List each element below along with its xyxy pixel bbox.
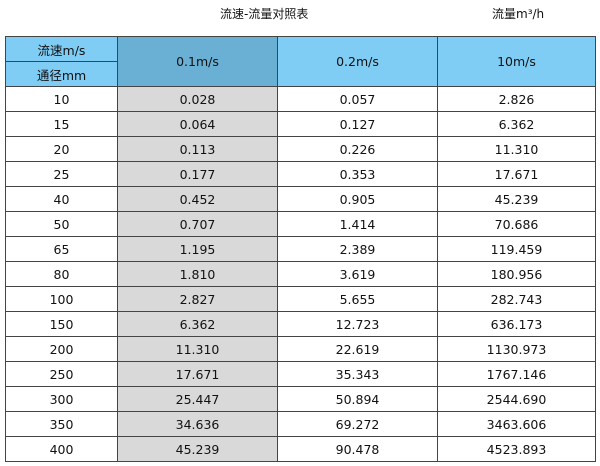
flow-cell: 6.362	[117, 311, 278, 337]
flow-cell: 0.905	[277, 186, 438, 212]
diameter-cell: 150	[5, 311, 118, 337]
flow-cell: 0.064	[117, 111, 278, 137]
diameter-cell: 20	[5, 136, 118, 162]
flow-cell: 636.173	[437, 311, 596, 337]
diameter-cell: 15	[5, 111, 118, 137]
flow-cell: 90.478	[277, 436, 438, 462]
flow-cell: 12.723	[277, 311, 438, 337]
flow-cell: 0.113	[117, 136, 278, 162]
flow-cell: 35.343	[277, 361, 438, 387]
diameter-cell: 350	[5, 411, 118, 437]
table-row: 300 25.447 50.894 2544.690	[5, 386, 596, 412]
flow-cell: 2.826	[437, 86, 596, 112]
flow-cell: 1.810	[117, 261, 278, 287]
diameter-label: 通径mm	[5, 61, 118, 87]
table-row: 100 2.827 5.655 282.743	[5, 286, 596, 312]
diameter-cell: 50	[5, 211, 118, 237]
table-row: 15 0.064 0.127 6.362	[5, 111, 596, 137]
flow-cell: 3.619	[277, 261, 438, 287]
flow-cell: 17.671	[437, 161, 596, 187]
diameter-cell: 200	[5, 336, 118, 362]
flow-cell: 1.195	[117, 236, 278, 262]
table-row: 10 0.028 0.057 2.826	[5, 86, 596, 112]
table-row: 400 45.239 90.478 4523.893	[5, 436, 596, 462]
table-row: 150 6.362 12.723 636.173	[5, 311, 596, 337]
flow-cell: 6.362	[437, 111, 596, 137]
column-header: 0.1m/s	[117, 36, 278, 87]
flow-cell: 0.226	[277, 136, 438, 162]
flow-cell: 17.671	[117, 361, 278, 387]
flow-cell: 2.827	[117, 286, 278, 312]
diameter-cell: 25	[5, 161, 118, 187]
diameter-cell: 400	[5, 436, 118, 462]
diameter-cell: 100	[5, 286, 118, 312]
flow-cell: 69.272	[277, 411, 438, 437]
table-row: 50 0.707 1.414 70.686	[5, 211, 596, 237]
diameter-cell: 40	[5, 186, 118, 212]
column-header: 10m/s	[437, 36, 596, 87]
table-row: 80 1.810 3.619 180.956	[5, 261, 596, 287]
flow-cell: 1130.973	[437, 336, 596, 362]
table-row: 20 0.113 0.226 11.310	[5, 136, 596, 162]
flow-cell: 0.452	[117, 186, 278, 212]
flow-cell: 5.655	[277, 286, 438, 312]
flow-cell: 22.619	[277, 336, 438, 362]
flow-cell: 2.389	[277, 236, 438, 262]
flow-cell: 11.310	[437, 136, 596, 162]
table-row: 350 34.636 69.272 3463.606	[5, 411, 596, 437]
table-row: 65 1.195 2.389 119.459	[5, 236, 596, 262]
table-row: 25 0.177 0.353 17.671	[5, 161, 596, 187]
flow-cell: 45.239	[117, 436, 278, 462]
velocity-label: 流速m/s	[5, 36, 118, 62]
flow-cell: 119.459	[437, 236, 596, 262]
flow-table: 流速m/s 0.1m/s 0.2m/s 10m/s 通径mm 10 0.028 0.…	[5, 36, 596, 462]
flow-cell: 2544.690	[437, 386, 596, 412]
flow-cell: 282.743	[437, 286, 596, 312]
diameter-cell: 250	[5, 361, 118, 387]
flow-cell: 34.636	[117, 411, 278, 437]
flow-cell: 3463.606	[437, 411, 596, 437]
flow-cell: 0.353	[277, 161, 438, 187]
flow-cell: 1767.146	[437, 361, 596, 387]
diameter-cell: 10	[5, 86, 118, 112]
flow-cell: 11.310	[117, 336, 278, 362]
flow-cell: 1.414	[277, 211, 438, 237]
table-row: 40 0.452 0.905 45.239	[5, 186, 596, 212]
flow-cell: 25.447	[117, 386, 278, 412]
flow-cell: 70.686	[437, 211, 596, 237]
flow-cell: 50.894	[277, 386, 438, 412]
flow-cell: 0.177	[117, 161, 278, 187]
table-row: 250 17.671 35.343 1767.146	[5, 361, 596, 387]
flow-cell: 0.127	[277, 111, 438, 137]
flow-cell: 0.028	[117, 86, 278, 112]
table-row: 200 11.310 22.619 1130.973	[5, 336, 596, 362]
diameter-cell: 80	[5, 261, 118, 287]
flow-cell: 45.239	[437, 186, 596, 212]
flow-cell: 4523.893	[437, 436, 596, 462]
unit-title: 流量m³/h	[492, 7, 545, 21]
flow-cell: 180.956	[437, 261, 596, 287]
diameter-cell: 300	[5, 386, 118, 412]
diameter-cell: 65	[5, 236, 118, 262]
column-header: 0.2m/s	[277, 36, 438, 87]
table-title: 流速-流量对照表	[220, 7, 309, 21]
flow-cell: 0.057	[277, 86, 438, 112]
flow-cell: 0.707	[117, 211, 278, 237]
